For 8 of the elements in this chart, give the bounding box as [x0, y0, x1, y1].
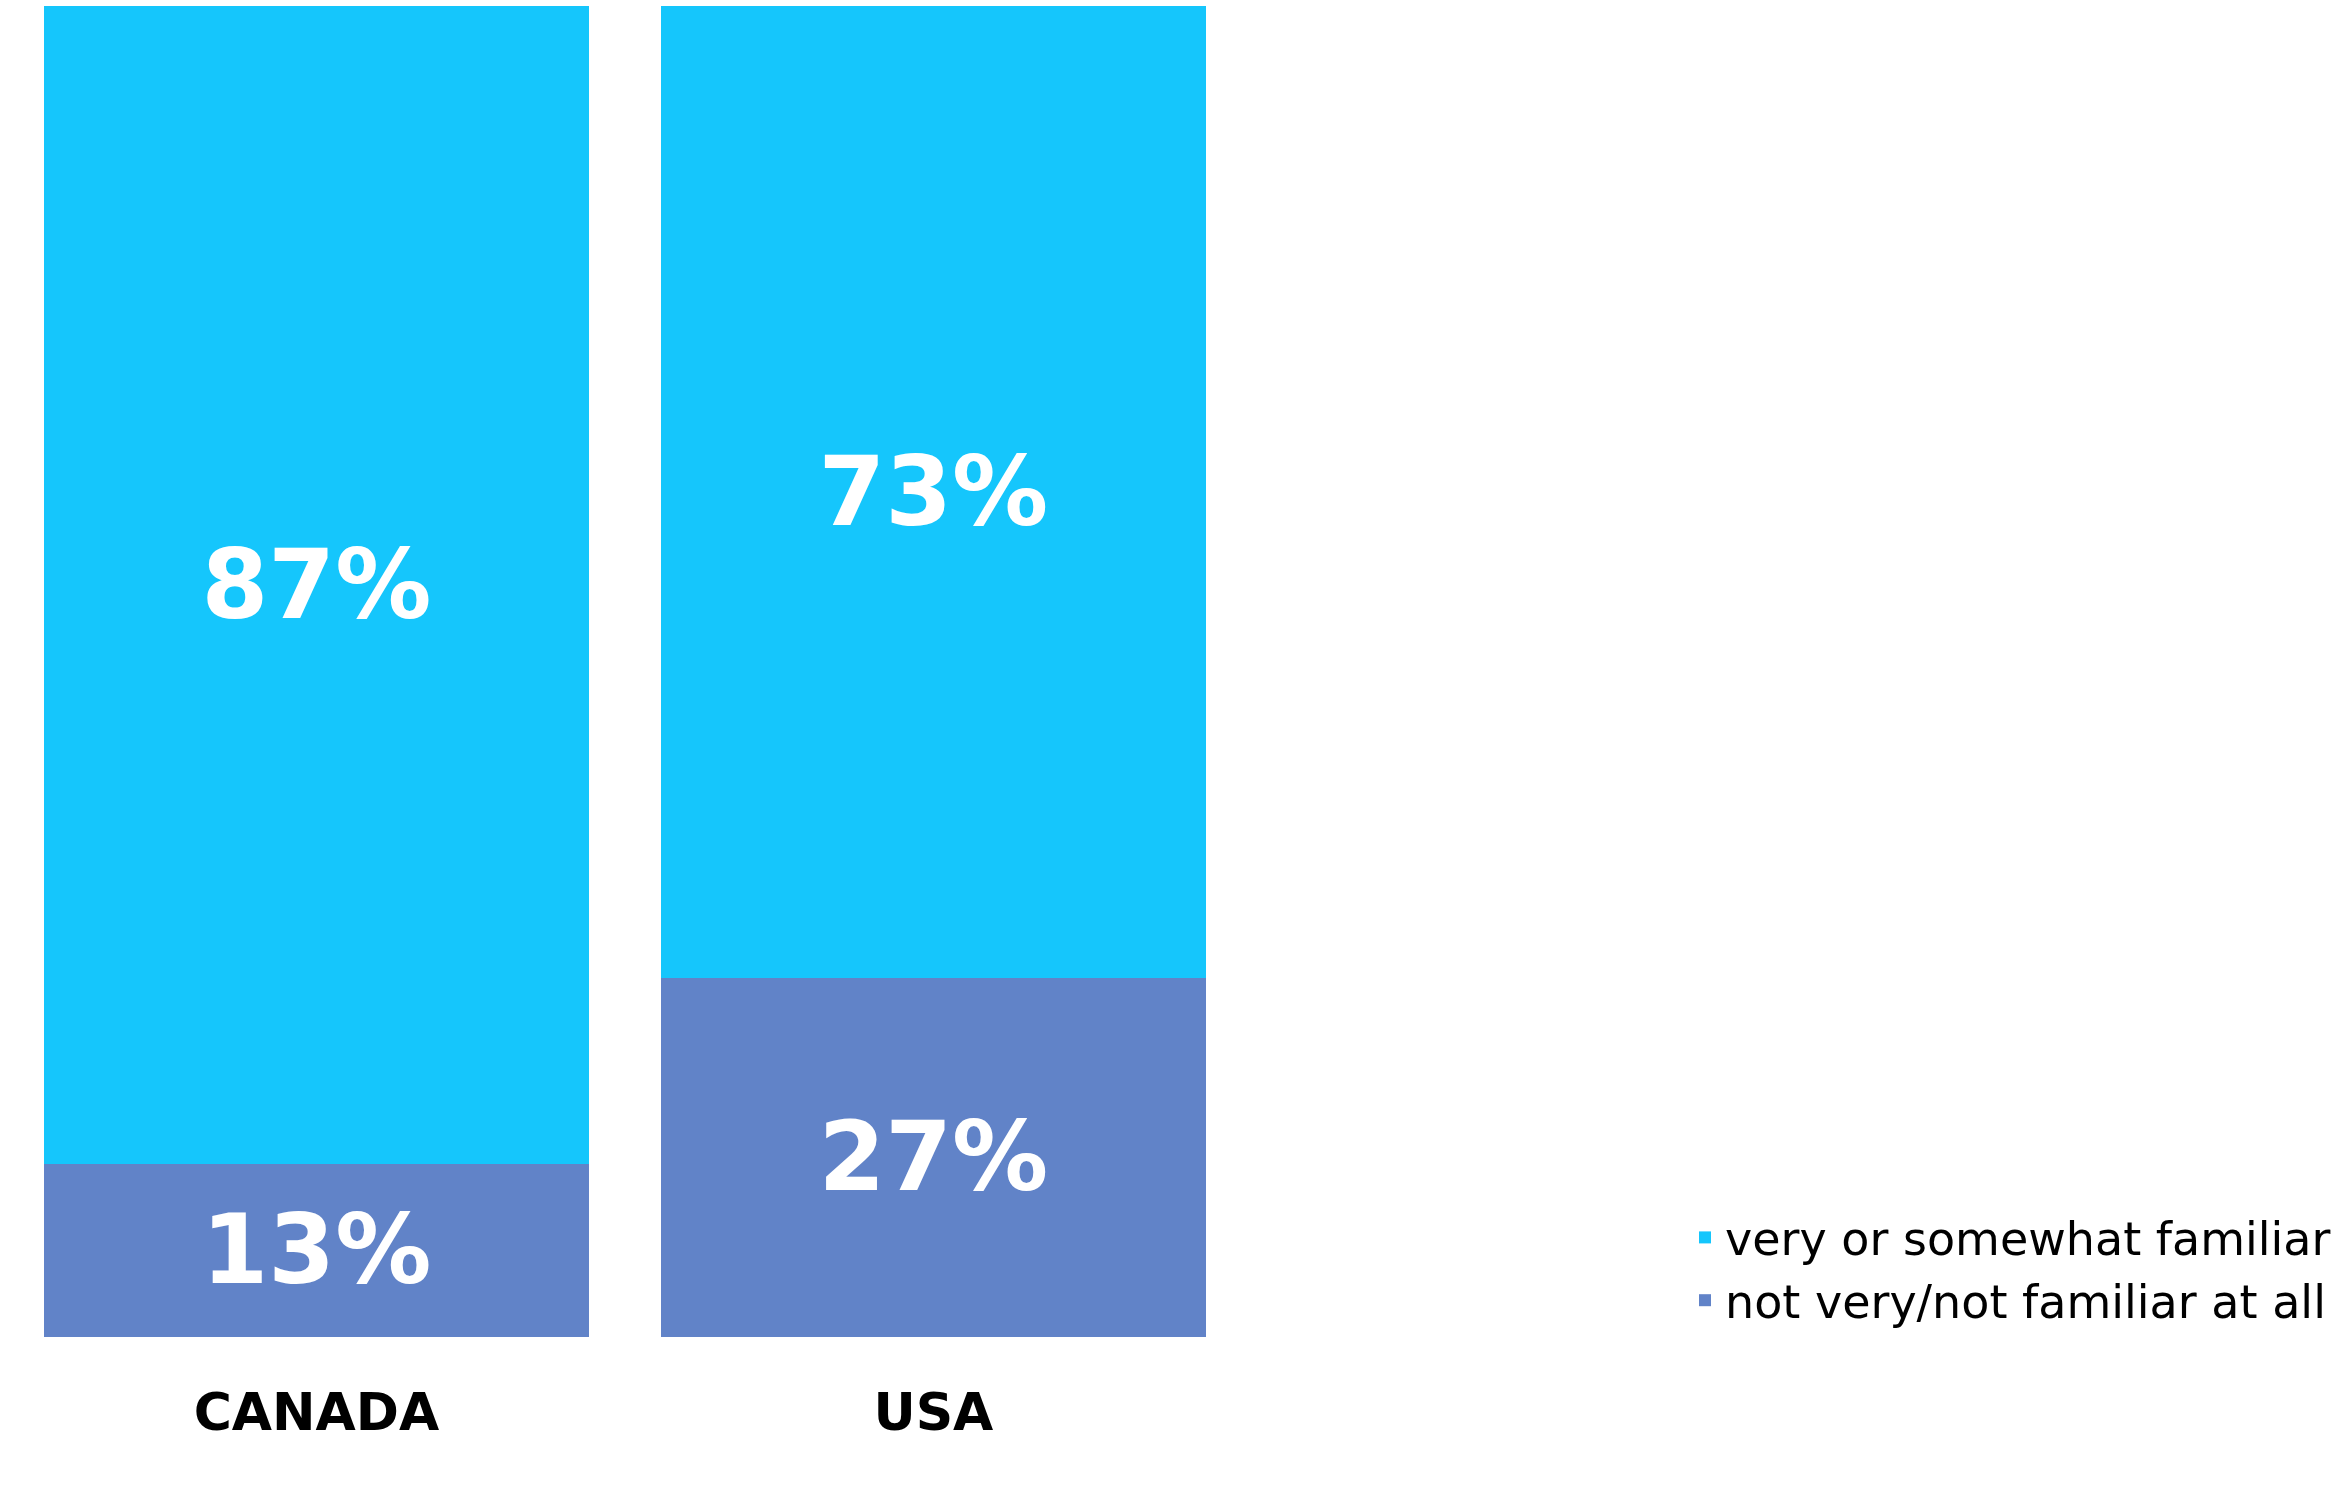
- x-tick-label: CANADA: [193, 1382, 440, 1442]
- data-label: 13%: [201, 1194, 432, 1307]
- data-label: 73%: [818, 435, 1049, 548]
- data-label: 27%: [818, 1101, 1049, 1214]
- x-tick-label: USA: [873, 1382, 994, 1442]
- legend-label: not very/not familiar at all: [1725, 1275, 2326, 1330]
- legend-label: very or somewhat familiar: [1725, 1212, 2331, 1267]
- data-label: 87%: [201, 528, 432, 641]
